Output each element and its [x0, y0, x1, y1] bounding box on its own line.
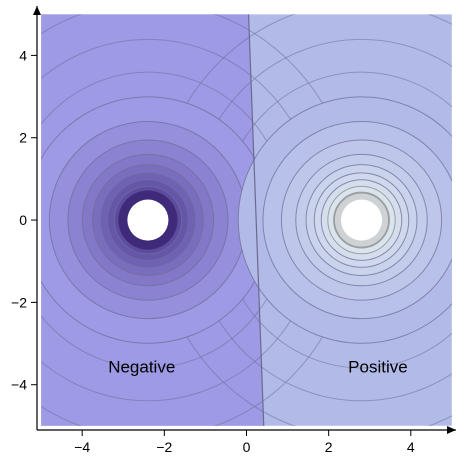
x-tick-label: 0 — [243, 439, 251, 455]
y-tick-label: −4 — [11, 377, 27, 393]
x-tick-label: −4 — [74, 439, 90, 455]
x-axis-arrow — [447, 426, 456, 434]
zero-contour-divider — [247, 14, 265, 426]
negative-label: Negative — [108, 357, 175, 376]
axes: −4 −2 0 2 4 −4 −2 0 2 4 — [11, 6, 456, 455]
plot-area — [41, 14, 452, 426]
field-group — [41, 14, 452, 426]
negative-charge-hole — [127, 199, 169, 241]
y-tick-label: 0 — [19, 212, 27, 228]
x-tick-label: 4 — [407, 439, 415, 455]
y-axis-arrow — [33, 6, 41, 15]
y-tick-label: 2 — [19, 130, 27, 146]
positive-label: Positive — [348, 357, 408, 376]
x-tick-label: −2 — [156, 439, 172, 455]
x-tick-label: 2 — [325, 439, 333, 455]
y-tick-label: 4 — [19, 47, 27, 63]
positive-charge-hole — [340, 199, 383, 241]
y-tick-label: −2 — [11, 294, 27, 310]
